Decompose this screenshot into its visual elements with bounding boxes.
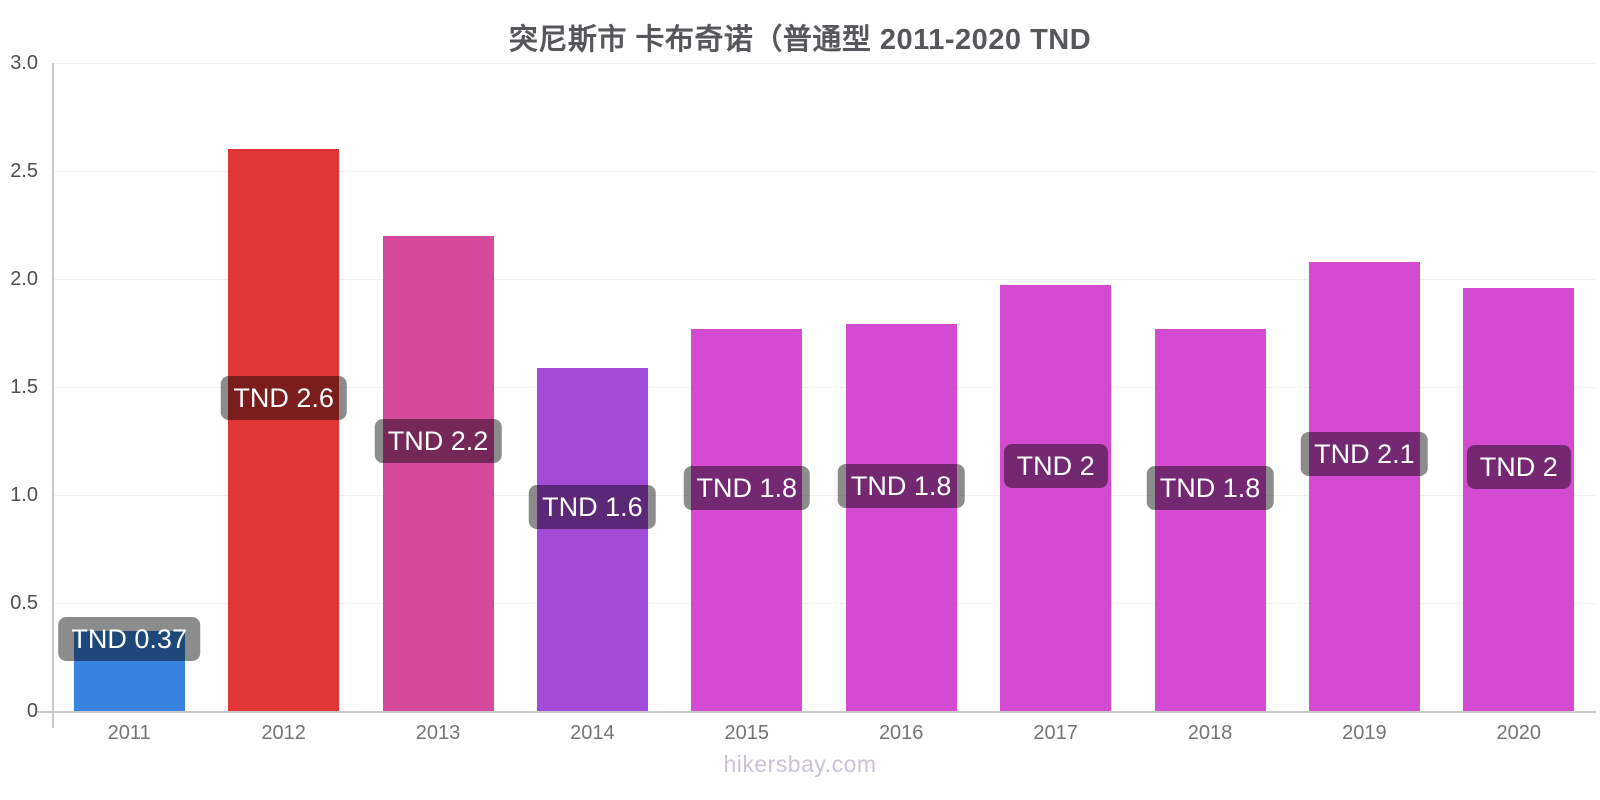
bar-value-label-2012: TND 2.6	[220, 376, 347, 421]
gridline-1.0	[52, 494, 1596, 496]
bar-value-label-2014: TND 1.6	[529, 485, 656, 530]
bar-2018	[1154, 328, 1266, 711]
x-tick-label-2017: 2017	[1033, 722, 1078, 744]
bar-2017	[1000, 285, 1112, 711]
bar-2019	[1308, 261, 1420, 711]
y-tick-label-3.0: 3.0	[10, 52, 38, 74]
x-tick-label-2019: 2019	[1342, 722, 1387, 744]
gridline-3.0	[52, 62, 1596, 64]
bar-value-label-2018: TND 1.8	[1146, 465, 1274, 510]
y-axis-line	[52, 63, 54, 728]
gridline-2.5	[52, 170, 1596, 172]
x-tick-label-2011: 2011	[107, 722, 151, 744]
x-tick-label-2013: 2013	[415, 722, 461, 744]
bar-value-label-2013: TND 2.2	[374, 419, 502, 464]
bar-2013	[382, 235, 494, 711]
x-tick-label-2016: 2016	[878, 722, 924, 744]
bar-2020	[1463, 287, 1575, 711]
y-tick-label-2.5: 2.5	[10, 160, 38, 182]
bar-2014	[536, 367, 648, 711]
x-tick-label-2014: 2014	[570, 722, 615, 744]
bar-2015	[691, 328, 803, 711]
x-tick-label-2015: 2015	[724, 722, 770, 744]
y-tick-label-0.5: 0.5	[10, 592, 38, 614]
bar-2016	[845, 324, 957, 711]
gridline-1.5	[52, 386, 1596, 388]
y-tick-label-2.0: 2.0	[10, 268, 38, 290]
y-tick-label-1.5: 1.5	[10, 376, 38, 398]
bar-value-label-2016: TND 1.8	[837, 463, 965, 508]
x-tick-label-2020: 2020	[1496, 722, 1542, 744]
x-tick-label-2018: 2018	[1187, 722, 1233, 744]
y-tick-label-1.0: 1.0	[10, 484, 38, 506]
chart-title: 突尼斯市 卡布奇诺（普通型 2011-2020 TND	[508, 24, 1092, 56]
bar-value-label-2019: TND 2.1	[1301, 432, 1428, 477]
bar-value-label-2015: TND 1.8	[683, 465, 811, 510]
bar-value-label-2011: TND 0.37	[58, 617, 200, 662]
bar-value-label-2020: TND 2	[1466, 445, 1571, 490]
gridline-0.5	[52, 602, 1596, 604]
x-tick-label-2012: 2012	[261, 722, 306, 744]
y-tick-label-0: 0	[26, 700, 38, 722]
bar-value-label-2017: TND 2	[1003, 444, 1108, 489]
bar-2012	[228, 149, 340, 711]
watermark-hikersbay: hikersbay.com	[723, 751, 877, 777]
x-axis-baseline	[36, 711, 1596, 713]
gridline-2.0	[52, 278, 1596, 280]
bar-2011	[73, 631, 185, 711]
